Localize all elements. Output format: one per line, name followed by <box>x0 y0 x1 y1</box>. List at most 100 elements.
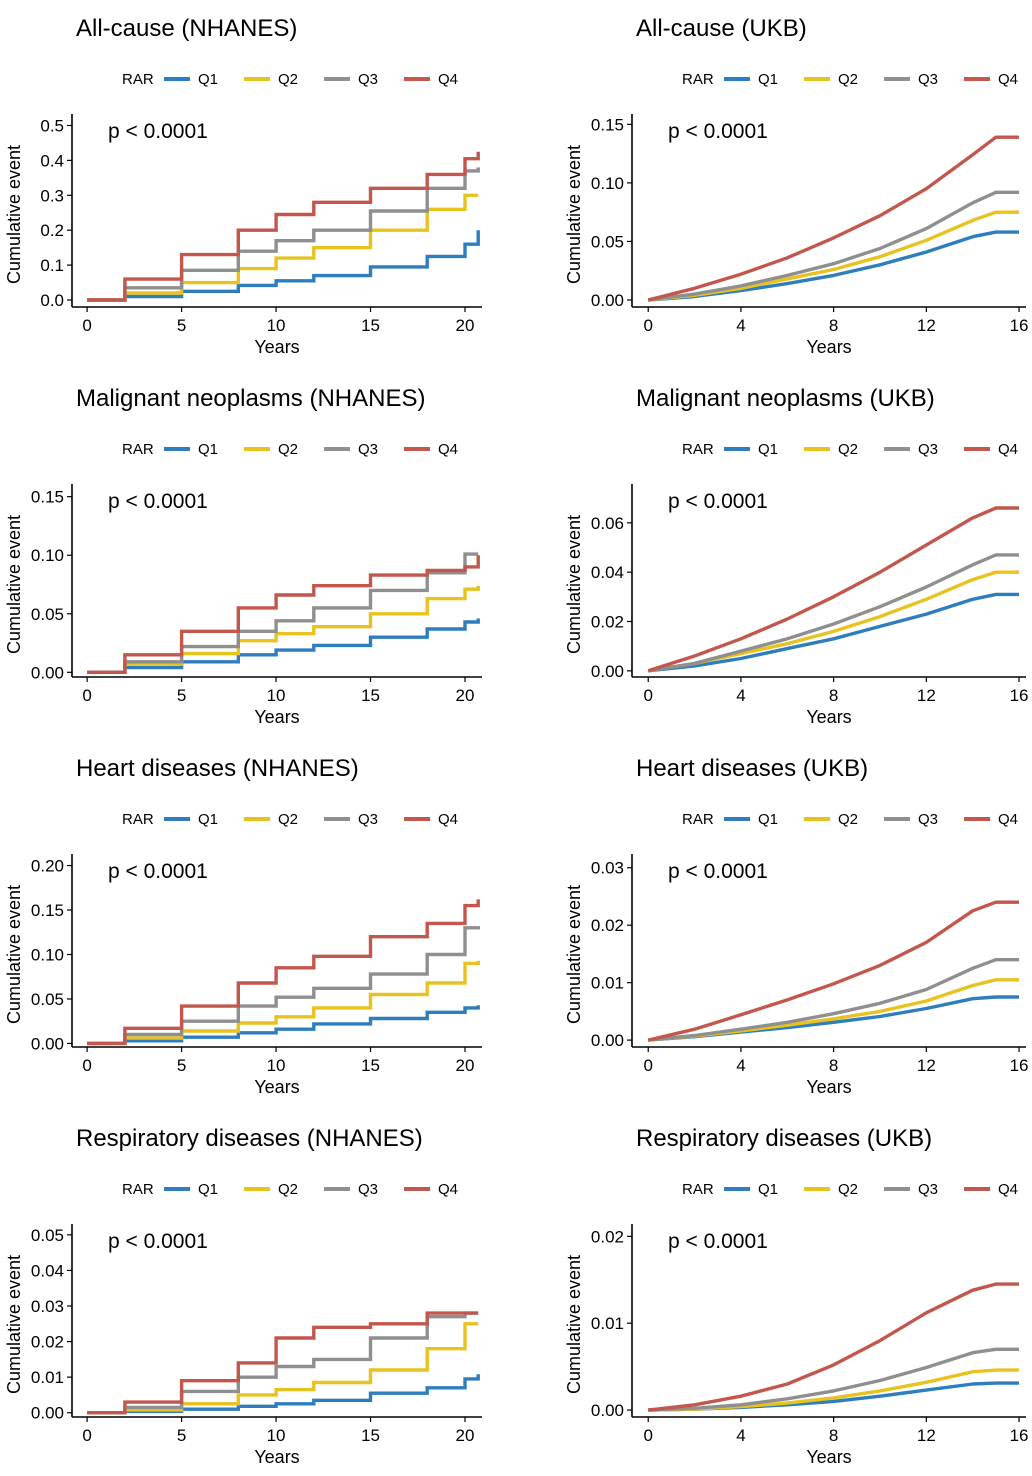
chart-panel-5: Heart diseases (NHANES) RAR Q1 Q2 Q3 Q4 0.00 0.… <box>4 755 482 1097</box>
y-tick-label: 0.03 <box>31 1297 64 1316</box>
y-tick-label: 0.1 <box>40 256 64 275</box>
x-axis-label: Years <box>806 337 851 357</box>
chart-title: All-cause (NHANES) <box>76 15 297 42</box>
y-tick-label: 0.02 <box>31 1333 64 1352</box>
y-tick-label: 0.02 <box>591 1227 624 1246</box>
legend-label-q2: Q2 <box>838 1181 858 1198</box>
chart-title: Heart diseases (UKB) <box>636 755 868 782</box>
series-line-q2 <box>87 193 479 302</box>
series-line-q2 <box>87 960 480 1046</box>
chart-legend: RAR Q1 Q2 Q3 Q4 <box>122 71 458 88</box>
x-tick-label: 0 <box>82 1426 91 1445</box>
x-axis-label: Years <box>806 1447 851 1467</box>
series-line-q4 <box>87 899 480 1046</box>
legend-label-q2: Q2 <box>278 441 298 458</box>
legend-label-q4: Q4 <box>438 441 458 458</box>
x-tick-label: 0 <box>82 686 91 705</box>
y-tick-label: 0.01 <box>591 974 624 993</box>
legend-label-q2: Q2 <box>278 71 298 88</box>
x-tick-label: 8 <box>829 1056 838 1075</box>
x-tick-label: 5 <box>177 1056 186 1075</box>
y-tick-label: 0.01 <box>31 1368 64 1387</box>
x-tick-label: 0 <box>643 1056 652 1075</box>
chart-title: Malignant neoplasms (UKB) <box>636 385 935 412</box>
legend-label-q3: Q3 <box>918 441 938 458</box>
y-tick-label: 0.0 <box>40 291 64 310</box>
y-tick-label: 0.05 <box>591 232 624 251</box>
y-tick-label: 0.20 <box>31 857 64 876</box>
series-line-q3 <box>87 926 480 1046</box>
x-tick-label: 16 <box>1010 1056 1029 1075</box>
x-tick-label: 4 <box>736 1056 745 1075</box>
y-axis-label: Cumulative event <box>564 885 584 1024</box>
x-tick-label: 5 <box>177 1426 186 1445</box>
legend-label-q1: Q1 <box>758 71 778 88</box>
y-axis-label: Cumulative event <box>4 145 24 284</box>
x-tick-label: 4 <box>736 316 745 335</box>
series-line-q1 <box>648 230 1019 302</box>
legend-title: RAR <box>122 71 154 88</box>
y-tick-label: 0.00 <box>591 662 624 681</box>
chart-panel-7: Respiratory diseases (NHANES) RAR Q1 Q2 Q3 Q4… <box>4 1125 482 1467</box>
chart-panel-4: Malignant neoplasms (UKB) RAR Q1 Q2 Q3 Q4 0.00… <box>564 385 1029 727</box>
y-tick-label: 0.00 <box>591 1031 624 1050</box>
x-tick-label: 12 <box>917 316 936 335</box>
legend-label-q3: Q3 <box>918 71 938 88</box>
x-axis-label: Years <box>806 707 851 727</box>
y-tick-label: 0.03 <box>591 859 624 878</box>
legend-label-q3: Q3 <box>358 1181 378 1198</box>
x-axis-label: Years <box>254 1077 299 1097</box>
x-tick-label: 10 <box>267 1056 286 1075</box>
y-tick-label: 0.01 <box>591 1314 624 1333</box>
series-line-q1 <box>87 230 480 302</box>
y-tick-label: 0.10 <box>31 546 64 565</box>
y-tick-label: 0.04 <box>31 1261 64 1280</box>
x-tick-label: 12 <box>917 1056 936 1075</box>
legend-label-q3: Q3 <box>358 811 378 828</box>
y-tick-label: 0.02 <box>591 613 624 632</box>
y-tick-label: 0.04 <box>591 563 624 582</box>
series-line-q3 <box>648 1347 1019 1412</box>
p-value-annotation: p < 0.0001 <box>668 120 768 143</box>
y-tick-label: 0.5 <box>40 116 64 135</box>
chart-legend: RAR Q1 Q2 Q3 Q4 <box>682 441 1018 458</box>
p-value-annotation: p < 0.0001 <box>108 490 208 513</box>
x-tick-label: 15 <box>361 686 380 705</box>
legend-label-q1: Q1 <box>758 811 778 828</box>
x-tick-label: 15 <box>361 1056 380 1075</box>
legend-label-q4: Q4 <box>998 71 1018 88</box>
x-tick-label: 16 <box>1010 316 1029 335</box>
x-tick-label: 8 <box>829 686 838 705</box>
legend-label-q2: Q2 <box>838 441 858 458</box>
x-tick-label: 0 <box>643 686 652 705</box>
x-tick-label: 12 <box>917 686 936 705</box>
legend-label-q4: Q4 <box>438 1181 458 1198</box>
p-value-annotation: p < 0.0001 <box>668 1230 768 1253</box>
chart-panel-2: All-cause (UKB) RAR Q1 Q2 Q3 Q4 0.00 0.05 0.10 0.… <box>564 15 1029 357</box>
y-tick-label: 0.10 <box>591 174 624 193</box>
x-tick-label: 16 <box>1010 686 1029 705</box>
y-tick-label: 0.15 <box>31 901 64 920</box>
legend-label-q1: Q1 <box>198 811 218 828</box>
legend-label-q3: Q3 <box>918 811 938 828</box>
p-value-annotation: p < 0.0001 <box>108 1230 208 1253</box>
legend-label-q2: Q2 <box>278 811 298 828</box>
series-line-q1 <box>87 1005 480 1046</box>
legend-title: RAR <box>682 1181 714 1198</box>
p-value-annotation: p < 0.0001 <box>668 490 768 513</box>
x-tick-label: 8 <box>829 316 838 335</box>
y-tick-label: 0.15 <box>591 115 624 134</box>
x-tick-label: 12 <box>917 1426 936 1445</box>
series-line-q3 <box>87 167 480 302</box>
x-axis-label: Years <box>806 1077 851 1097</box>
y-tick-label: 0.00 <box>31 1404 64 1423</box>
y-tick-label: 0.00 <box>31 663 64 682</box>
y-tick-label: 0.10 <box>31 946 64 965</box>
legend-label-q1: Q1 <box>758 1181 778 1198</box>
x-tick-label: 20 <box>456 1056 475 1075</box>
series-line-q2 <box>87 585 480 674</box>
legend-label-q2: Q2 <box>838 811 858 828</box>
chart-panel-6: Heart diseases (UKB) RAR Q1 Q2 Q3 Q4 0.00 0.01 0… <box>564 755 1029 1097</box>
x-tick-label: 5 <box>177 686 186 705</box>
x-tick-label: 20 <box>456 1426 475 1445</box>
